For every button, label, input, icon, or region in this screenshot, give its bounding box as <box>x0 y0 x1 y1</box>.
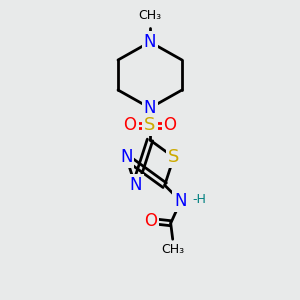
Text: N: N <box>174 192 187 210</box>
Text: N: N <box>144 33 156 51</box>
Text: N: N <box>120 148 133 166</box>
Text: CH₃: CH₃ <box>161 243 184 256</box>
Text: N: N <box>144 99 156 117</box>
Text: O: O <box>144 212 157 230</box>
Text: CH₃: CH₃ <box>138 9 162 22</box>
Text: S: S <box>168 148 179 166</box>
Text: -H: -H <box>193 193 207 206</box>
Text: O: O <box>164 116 176 134</box>
Text: O: O <box>124 116 136 134</box>
Text: N: N <box>129 176 142 194</box>
Text: S: S <box>144 116 156 134</box>
